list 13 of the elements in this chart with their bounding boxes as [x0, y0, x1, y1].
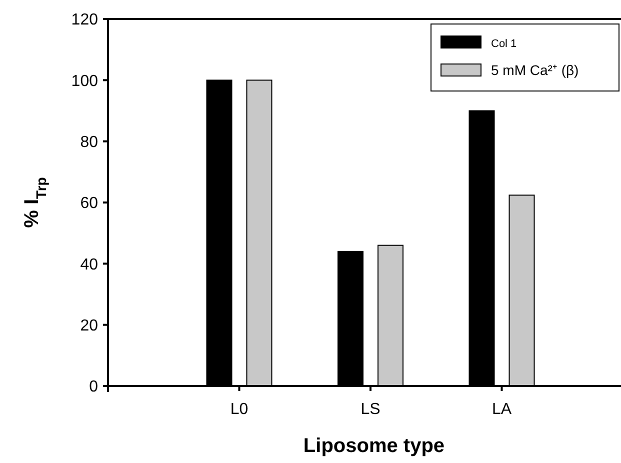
x-tick-label: LA: [492, 401, 512, 418]
x-tick-label: L0: [230, 401, 248, 418]
y-tick-label: 80: [80, 134, 98, 151]
y-tick-label: 100: [71, 72, 98, 90]
legend-label: Col 1: [491, 38, 517, 50]
y-tick-label: 60: [80, 195, 98, 212]
x-tick-label: LS: [360, 401, 380, 418]
x-axis-title: Liposome type: [303, 435, 445, 457]
y-tick-label: 20: [80, 317, 98, 334]
y-tick-label: 40: [80, 256, 98, 274]
y-tick-label: 0: [89, 378, 98, 396]
y-tick-label: 120: [71, 12, 98, 29]
legend-label: 5 mM Ca²⁺ (β): [491, 62, 579, 78]
